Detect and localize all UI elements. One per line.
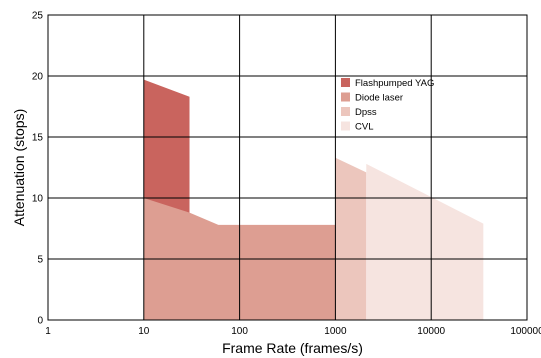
x-axis-label: Frame Rate (frames/s) [222, 340, 363, 356]
y-axis-label: Attenuation (stops) [11, 109, 27, 227]
x-tick-labels: 1 10 100 1000 10000 100000 [45, 326, 541, 337]
legend-label: CVL [355, 122, 373, 133]
series-area-cvl [366, 163, 484, 320]
y-tick-label: 5 [37, 255, 43, 266]
x-tick-label: 1 [45, 326, 51, 337]
y-tick-label: 0 [37, 316, 43, 327]
x-tick-label: 100000 [510, 326, 541, 337]
series-area-dpss [335, 157, 367, 320]
legend-item: Dpss [341, 107, 377, 118]
legend-swatch [341, 107, 350, 116]
legend-item: Flashpumped YAG [341, 78, 434, 89]
legend-item: Diode laser [341, 92, 403, 104]
legend-swatch [341, 121, 350, 131]
legend-swatch [341, 92, 350, 102]
y-tick-labels: 0 5 10 15 20 25 [32, 11, 44, 327]
y-tick-label: 10 [32, 194, 44, 205]
y-tick-label: 15 [32, 133, 44, 144]
legend-label: Flashpumped YAG [355, 78, 434, 89]
legend-label: Diode laser [355, 93, 403, 104]
y-tick-label: 20 [32, 72, 44, 83]
x-tick-label: 10000 [417, 326, 445, 337]
legend-item: CVL [341, 121, 373, 133]
x-tick-label: 10 [138, 326, 150, 337]
legend: Flashpumped YAG Diode laser Dpss CVL [341, 78, 434, 133]
x-tick-label: 100 [231, 326, 248, 337]
legend-swatch [341, 78, 350, 87]
y-tick-label: 25 [32, 11, 44, 22]
plot-frame [47, 14, 528, 321]
x-tick-label: 1000 [324, 326, 347, 337]
series-areas [143, 79, 484, 320]
legend-label: Dpss [355, 107, 377, 118]
